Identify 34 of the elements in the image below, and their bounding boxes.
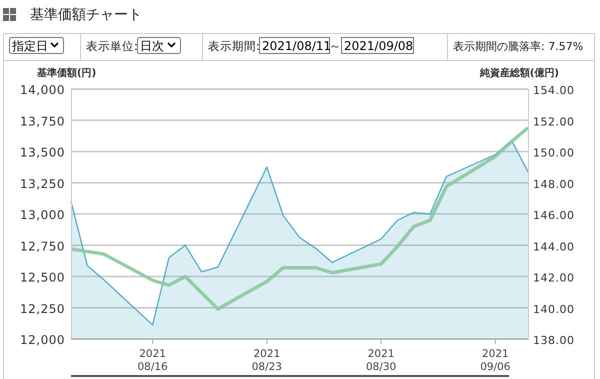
text: 表示期間: <box>208 39 260 53</box>
y-tick-label: 12,000 <box>20 333 65 347</box>
y2-axis-title: 純資産総額(億円) <box>478 67 559 79</box>
text: 表示期間の騰落率: 7.57% <box>453 40 584 53</box>
x-tick-label: 2021 08/30 <box>366 348 396 373</box>
text: 表示単位: <box>86 39 138 53</box>
y2-tick-label: 150.00 <box>533 146 574 160</box>
y2-tick-label: 146.00 <box>533 209 574 222</box>
x-tick-label: 2021 09/06 <box>480 348 511 373</box>
y-tick-label: 13,500 <box>20 146 65 160</box>
x-tick-label: 2021 08/23 <box>252 348 282 373</box>
x-tick-label: 2021 08/16 <box>137 348 168 373</box>
text: 2021/09/08 <box>344 39 414 53</box>
y-tick-label: 13,250 <box>20 176 65 191</box>
y-tick-label: 13,750 <box>20 114 65 128</box>
y2-tick-label: 144.00 <box>533 240 574 254</box>
y2-tick-label: 142.00 <box>533 272 574 284</box>
y2-tick-label: 140.00 <box>533 302 574 316</box>
text: 指定日 <box>11 39 48 53</box>
y2-tick-label: 148.00 <box>533 178 574 191</box>
y-tick-label: 12,500 <box>20 270 65 284</box>
y2-tick-label: 138.00 <box>533 334 574 347</box>
y-tick-label: 12,750 <box>20 239 65 254</box>
text: 2021/08/11 <box>262 39 332 53</box>
y2-tick-label: 154.00 <box>533 84 574 97</box>
line-series <box>69 126 530 311</box>
text: ～ <box>329 39 341 53</box>
y-tick-label: 13,000 <box>20 208 65 222</box>
y-tick-label: 14,000 <box>20 83 65 97</box>
y2-tick-label: 152.00 <box>533 115 574 128</box>
y-axis-title: 基準価額(円) <box>36 67 96 79</box>
text: 日次 <box>140 39 164 53</box>
y-tick-label: 12,250 <box>20 302 65 316</box>
chart-title: 基準価額チャート <box>30 7 142 23</box>
